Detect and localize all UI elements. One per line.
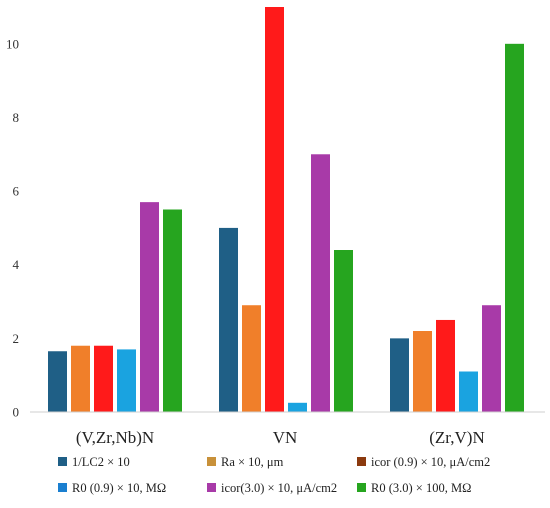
bar-icor-0-9-10-a-cm2-v-zr-nb-n <box>94 345 113 412</box>
bar-1-lc2-10-zr-v-n <box>390 338 409 412</box>
y-tick-label: 4 <box>13 257 20 272</box>
legend-item-r0-0-9-10-m: R0 (0.9) × 10, MΩ <box>58 481 166 495</box>
bar-r0-0-9-10-m-zr-v-n <box>459 371 478 412</box>
legend-label: Ra × 10, μm <box>221 455 284 469</box>
x-category-label: VN <box>273 428 298 447</box>
legend-item-1-lc2-10: 1/LC2 × 10 <box>58 455 130 469</box>
bar-r0-3-0-100-m-zr-v-n <box>505 43 524 413</box>
bar-ra-10-m-vn <box>242 305 261 412</box>
bar-1-lc2-10-v-zr-nb-n <box>48 351 67 412</box>
legend-item-icor-3-0-10-a-cm2: icor(3.0) × 10, μA/cm2 <box>207 481 337 495</box>
x-axis-category-labels: (V,Zr,Nb)N VN (Zr,V)N <box>76 428 485 447</box>
bar-r0-3-0-100-m-vn <box>334 250 353 412</box>
bar-icor-0-9-10-a-cm2-vn <box>265 7 284 412</box>
legend-label: icor(3.0) × 10, μA/cm2 <box>221 481 337 495</box>
y-tick-label: 8 <box>13 110 20 125</box>
y-axis-ticks: 0 2 4 6 8 10 <box>6 36 20 419</box>
legend-label: R0 (3.0) × 100, MΩ <box>371 481 471 495</box>
x-category-label: (V,Zr,Nb)N <box>76 428 154 447</box>
legend-swatch <box>207 457 216 466</box>
bar-r0-0-9-10-m-vn <box>288 402 307 412</box>
legend-swatch <box>357 483 366 492</box>
bar-icor-3-0-10-a-cm2-vn <box>311 154 330 413</box>
bar-icor-0-9-10-a-cm2-zr-v-n <box>436 319 455 412</box>
legend-item-ra-10-m: Ra × 10, μm <box>207 455 284 469</box>
legend-label: R0 (0.9) × 10, MΩ <box>72 481 166 495</box>
legend-swatch <box>58 457 67 466</box>
bar-icor-3-0-10-a-cm2-v-zr-nb-n <box>140 202 159 412</box>
bar-ra-10-m-v-zr-nb-n <box>71 345 90 412</box>
legend-swatch <box>357 457 366 466</box>
y-tick-label: 10 <box>6 36 19 51</box>
bar-r0-3-0-100-m-v-zr-nb-n <box>163 209 182 412</box>
legend-item-icor-0-9-10-a-cm2: icor (0.9) × 10, μA/cm2 <box>357 455 490 469</box>
legend-swatch <box>207 483 216 492</box>
bar-r0-0-9-10-m-v-zr-nb-n <box>117 349 136 412</box>
legend-label: icor (0.9) × 10, μA/cm2 <box>371 455 490 469</box>
legend-item-r0-3-0-100-m: R0 (3.0) × 100, MΩ <box>357 481 471 495</box>
bars <box>48 7 524 413</box>
legend-label: 1/LC2 × 10 <box>72 455 130 469</box>
y-tick-label: 0 <box>13 405 20 420</box>
legend-swatch <box>58 483 67 492</box>
y-tick-label: 2 <box>13 331 20 346</box>
bar-1-lc2-10-vn <box>219 227 238 412</box>
x-category-label: (Zr,V)N <box>429 428 485 447</box>
y-tick-label: 6 <box>13 184 20 199</box>
bar-ra-10-m-zr-v-n <box>413 331 432 412</box>
legend: 1/LC2 × 10 Ra × 10, μm icor (0.9) × 10, μA… <box>58 455 490 495</box>
bar-icor-3-0-10-a-cm2-zr-v-n <box>482 305 501 412</box>
